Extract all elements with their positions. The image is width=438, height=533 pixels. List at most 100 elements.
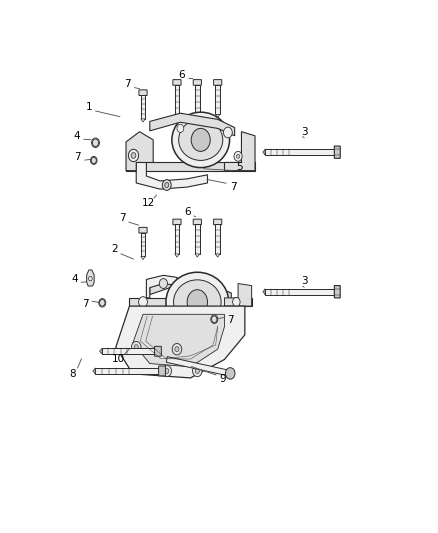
Polygon shape: [224, 132, 255, 171]
Text: 7: 7: [82, 299, 88, 309]
Circle shape: [131, 152, 136, 158]
Text: 5: 5: [237, 163, 243, 172]
FancyBboxPatch shape: [173, 79, 181, 85]
FancyBboxPatch shape: [193, 219, 201, 225]
Polygon shape: [166, 357, 231, 376]
Polygon shape: [150, 113, 235, 136]
Text: 8: 8: [69, 369, 76, 379]
Circle shape: [162, 365, 172, 377]
Text: 3: 3: [301, 127, 307, 136]
FancyBboxPatch shape: [139, 228, 147, 233]
Polygon shape: [116, 306, 245, 378]
Polygon shape: [141, 256, 145, 260]
Text: 7: 7: [119, 213, 125, 223]
Polygon shape: [146, 276, 177, 298]
Polygon shape: [263, 149, 265, 155]
Circle shape: [175, 347, 179, 352]
Circle shape: [165, 183, 169, 188]
Circle shape: [131, 342, 141, 353]
Circle shape: [159, 279, 167, 288]
Circle shape: [134, 345, 138, 350]
Polygon shape: [130, 298, 251, 306]
Bar: [141, 95, 145, 119]
Text: 6: 6: [179, 70, 185, 80]
Text: 7: 7: [227, 316, 234, 326]
Polygon shape: [93, 368, 95, 374]
Circle shape: [165, 368, 169, 374]
Text: 2: 2: [111, 245, 117, 254]
Circle shape: [191, 128, 210, 151]
FancyBboxPatch shape: [214, 79, 222, 85]
Polygon shape: [195, 115, 200, 118]
Polygon shape: [141, 119, 145, 122]
Text: 7: 7: [124, 79, 131, 88]
Ellipse shape: [179, 119, 223, 160]
Circle shape: [193, 365, 202, 377]
FancyBboxPatch shape: [193, 79, 201, 85]
Circle shape: [91, 156, 97, 164]
Polygon shape: [215, 254, 220, 257]
Polygon shape: [175, 115, 179, 118]
Circle shape: [128, 149, 138, 161]
Circle shape: [237, 154, 240, 158]
FancyBboxPatch shape: [159, 366, 166, 376]
Circle shape: [162, 180, 171, 190]
FancyBboxPatch shape: [214, 219, 222, 225]
Polygon shape: [215, 115, 220, 118]
Circle shape: [226, 368, 235, 379]
Ellipse shape: [166, 272, 229, 332]
FancyBboxPatch shape: [139, 90, 147, 95]
Bar: [141, 232, 145, 256]
Bar: [265, 149, 335, 155]
Text: 4: 4: [71, 274, 78, 285]
Text: 7: 7: [230, 182, 236, 192]
Circle shape: [138, 297, 148, 308]
Polygon shape: [224, 284, 251, 306]
Text: 12: 12: [141, 198, 155, 208]
Bar: [195, 224, 200, 254]
Bar: [102, 349, 160, 354]
Circle shape: [88, 277, 92, 281]
FancyBboxPatch shape: [173, 219, 181, 225]
Polygon shape: [263, 289, 265, 295]
FancyBboxPatch shape: [155, 346, 161, 356]
Polygon shape: [136, 163, 208, 189]
Polygon shape: [133, 314, 224, 367]
Bar: [175, 224, 179, 254]
Bar: [215, 85, 220, 115]
Circle shape: [211, 315, 218, 324]
Circle shape: [187, 290, 208, 314]
Ellipse shape: [173, 280, 221, 324]
Circle shape: [234, 151, 242, 161]
Circle shape: [92, 139, 99, 147]
Circle shape: [99, 298, 106, 307]
Polygon shape: [150, 277, 231, 301]
Circle shape: [91, 157, 96, 164]
Bar: [95, 368, 163, 374]
Polygon shape: [87, 270, 94, 286]
Text: 10: 10: [112, 354, 125, 365]
Circle shape: [212, 316, 217, 322]
Bar: [265, 289, 335, 295]
Text: 9: 9: [219, 374, 226, 384]
Text: 6: 6: [184, 207, 191, 217]
Text: 7: 7: [74, 152, 81, 162]
Bar: [175, 85, 179, 115]
Circle shape: [99, 300, 105, 306]
FancyBboxPatch shape: [334, 286, 340, 298]
FancyBboxPatch shape: [334, 146, 340, 158]
Circle shape: [177, 124, 184, 133]
Polygon shape: [195, 254, 200, 257]
Bar: [195, 85, 200, 115]
Circle shape: [172, 343, 182, 355]
Text: 1: 1: [85, 102, 92, 112]
Circle shape: [223, 127, 232, 138]
Circle shape: [233, 297, 240, 306]
Ellipse shape: [172, 112, 230, 167]
Polygon shape: [175, 254, 179, 257]
Polygon shape: [126, 163, 255, 171]
Polygon shape: [99, 349, 102, 354]
Text: 4: 4: [74, 131, 80, 141]
Polygon shape: [126, 132, 153, 171]
Circle shape: [92, 138, 99, 148]
